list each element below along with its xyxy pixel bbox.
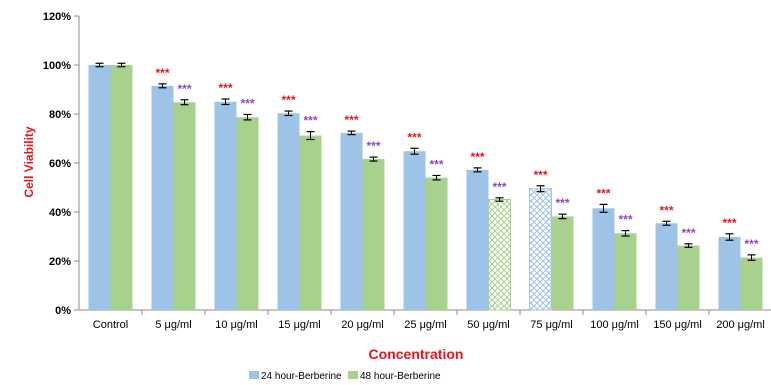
error-bar-24h-control — [95, 62, 104, 68]
y-tick-label: 100% — [43, 60, 71, 72]
bar-48h-10-ug-ml — [236, 117, 259, 310]
legend-label-48h: 48 hour-Berberine — [360, 371, 441, 382]
significance-48h-150-ug-ml: *** — [681, 226, 695, 240]
bar-48h-control — [110, 65, 133, 310]
legend-swatch-48h — [348, 371, 358, 379]
x-tick-label: 200 μg/ml — [716, 319, 765, 331]
bar-48h-25-ug-ml — [425, 177, 448, 310]
error-bar-24h-75-ug-ml — [536, 185, 545, 193]
error-bar-48h-25-ug-ml — [432, 174, 441, 181]
error-bar-24h-10-ug-ml — [221, 98, 230, 106]
significance-48h-15-ug-ml: *** — [303, 114, 317, 128]
bar-48h-50-ug-ml — [488, 199, 511, 311]
significance-48h-5-ug-ml: *** — [177, 82, 191, 96]
bar-24h-5-ug-ml — [151, 85, 174, 310]
x-tick-label: 20 μg/ml — [341, 319, 383, 331]
error-bars-group — [95, 62, 756, 261]
x-tick-label: Control — [93, 319, 128, 331]
legend-swatch-24h — [249, 371, 259, 379]
y-axis-title: Cell Viability — [22, 126, 36, 197]
error-bar-48h-75-ug-ml — [558, 213, 567, 220]
bar-24h-control — [88, 65, 111, 310]
significance-24h-50-ug-ml: *** — [470, 150, 484, 164]
error-bar-24h-5-ug-ml — [158, 83, 167, 89]
y-tick-label: 60% — [49, 158, 71, 170]
significance-24h-100-ug-ml: *** — [596, 186, 610, 200]
significance-24h-75-ug-ml: *** — [533, 168, 547, 182]
error-bar-24h-150-ug-ml — [662, 220, 671, 226]
x-tick-label: 5 μg/ml — [155, 319, 191, 331]
bar-24h-20-ug-ml — [340, 132, 363, 310]
significance-24h-25-ug-ml: *** — [407, 130, 421, 144]
error-bar-24h-100-ug-ml — [599, 203, 608, 213]
x-tick-label: 100 μg/ml — [590, 319, 639, 331]
y-tick-label: 20% — [49, 256, 71, 268]
significance-24h-150-ug-ml: *** — [659, 203, 673, 217]
x-tick-label: 150 μg/ml — [653, 319, 702, 331]
y-tick-label: 40% — [49, 207, 71, 219]
bar-48h-75-ug-ml — [551, 216, 574, 310]
error-bar-24h-15-ug-ml — [284, 110, 293, 117]
bar-24h-50-ug-ml — [466, 169, 489, 310]
error-bar-48h-50-ug-ml — [495, 197, 504, 202]
bar-48h-20-ug-ml — [362, 159, 385, 310]
significance-markers-group: *** *** *** *** *** *** *** *** *** *** *** *** *** *… — [155, 66, 758, 251]
bar-series-group — [88, 65, 763, 311]
legend: 24 hour-Berberine 48 hour-Berberine — [249, 371, 441, 382]
y-axis: 0% 20% 40% 60% 80% 100% 120% — [43, 11, 80, 317]
bar-48h-5-ug-ml — [173, 102, 196, 311]
y-tick-label: 80% — [49, 109, 71, 121]
error-bar-24h-200-ug-ml — [725, 233, 734, 241]
bar-48h-200-ug-ml — [740, 257, 763, 310]
significance-48h-25-ug-ml: *** — [429, 157, 443, 171]
significance-48h-20-ug-ml: *** — [366, 139, 380, 153]
significance-48h-50-ug-ml: *** — [492, 180, 506, 194]
bar-48h-15-ug-ml — [299, 135, 322, 310]
x-tick-label: 10 μg/ml — [215, 319, 257, 331]
error-bar-24h-50-ug-ml — [473, 167, 482, 173]
significance-48h-200-ug-ml: *** — [744, 237, 758, 251]
error-bar-24h-20-ug-ml — [347, 130, 356, 136]
bar-48h-150-ug-ml — [677, 245, 700, 310]
significance-24h-15-ug-ml: *** — [281, 93, 295, 107]
x-tick-label: 15 μg/ml — [278, 319, 320, 331]
error-bar-48h-200-ug-ml — [747, 254, 756, 261]
x-axis: Control 5 μg/ml 10 μg/ml 15 μg/ml 20 μg/ml 25… — [79, 309, 771, 331]
error-bar-48h-20-ug-ml — [369, 156, 378, 162]
bar-24h-200-ug-ml — [718, 236, 741, 310]
error-bar-48h-5-ug-ml — [180, 99, 189, 106]
significance-24h-5-ug-ml: *** — [155, 66, 169, 80]
legend-label-24h: 24 hour-Berberine — [261, 371, 342, 382]
significance-48h-75-ug-ml: *** — [555, 196, 569, 210]
significance-24h-20-ug-ml: *** — [344, 113, 358, 127]
bar-24h-10-ug-ml — [214, 101, 237, 310]
x-tick-label: 50 μg/ml — [467, 319, 509, 331]
x-tick-label: 75 μg/ml — [530, 319, 572, 331]
y-tick-label: 120% — [43, 11, 71, 23]
bar-24h-75-ug-ml — [529, 188, 552, 311]
significance-24h-200-ug-ml: *** — [722, 216, 736, 230]
bar-24h-100-ug-ml — [592, 208, 615, 310]
bar-24h-25-ug-ml — [403, 151, 426, 310]
y-tick-label: 0% — [55, 305, 71, 317]
significance-48h-100-ug-ml: *** — [618, 213, 632, 227]
significance-48h-10-ug-ml: *** — [240, 96, 254, 110]
bar-24h-150-ug-ml — [655, 223, 678, 310]
error-bar-48h-10-ug-ml — [243, 113, 252, 121]
error-bar-48h-100-ug-ml — [621, 230, 630, 237]
error-bar-48h-15-ug-ml — [306, 131, 315, 141]
error-bar-24h-25-ug-ml — [410, 147, 419, 155]
x-tick-label: 25 μg/ml — [404, 319, 446, 331]
error-bar-48h-control — [117, 62, 126, 68]
bar-48h-100-ug-ml — [614, 233, 637, 310]
x-axis-title: Concentration — [369, 346, 464, 362]
error-bar-48h-150-ug-ml — [684, 243, 693, 248]
bar-24h-15-ug-ml — [277, 113, 300, 310]
significance-24h-10-ug-ml: *** — [218, 81, 232, 95]
